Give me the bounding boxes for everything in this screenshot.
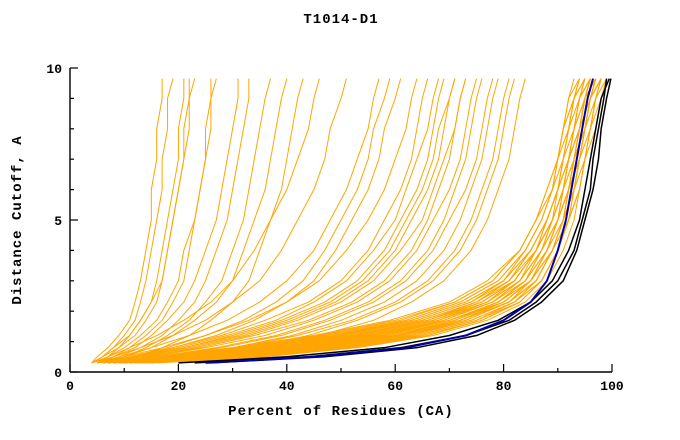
model-curve-orange — [102, 78, 217, 364]
model-curve-orange — [102, 78, 250, 364]
model-curve-orange — [113, 78, 304, 364]
highlight-curve-blue — [205, 78, 594, 364]
model-curve-orange — [140, 78, 602, 364]
x-tick-label: 20 — [171, 379, 187, 394]
model-curve-orange — [102, 78, 467, 364]
model-curve-orange — [91, 78, 196, 364]
model-curve-orange — [96, 78, 212, 364]
model-curve-orange — [91, 78, 320, 364]
model-curve-orange — [107, 78, 402, 364]
model-curve-orange — [107, 78, 477, 364]
model-curve-orange — [113, 78, 591, 364]
y-tick-label: 5 — [54, 214, 62, 229]
x-tick-label: 0 — [66, 379, 74, 394]
model-curve-orange — [129, 78, 597, 364]
model-curve-orange — [118, 78, 515, 364]
model-curve-orange — [118, 78, 510, 364]
x-tick-label: 60 — [387, 379, 403, 394]
model-curve-orange — [140, 78, 602, 364]
y-tick-label: 10 — [46, 62, 62, 77]
model-curve-orange — [151, 78, 608, 364]
model-curve-orange — [102, 78, 440, 364]
x-tick-label: 80 — [496, 379, 512, 394]
model-curve-orange — [107, 78, 272, 364]
model-curve-orange — [107, 78, 591, 364]
y-tick-label: 0 — [54, 366, 62, 381]
model-curve-orange — [102, 78, 288, 364]
x-tick-label: 40 — [279, 379, 295, 394]
model-curve-orange — [135, 78, 591, 364]
model-curve-orange — [102, 78, 456, 364]
model-curve-orange — [135, 78, 597, 364]
x-tick-label: 100 — [600, 379, 624, 394]
model-curve-orange — [118, 78, 597, 364]
model-curve-orange — [96, 78, 190, 364]
model-curve-orange — [129, 78, 597, 364]
model-curve-orange — [145, 78, 608, 364]
model-curve-orange — [129, 78, 602, 364]
model-curve-orange — [113, 78, 499, 364]
model-curve-orange — [91, 78, 163, 364]
y-axis-label: Distance Cutoff, A — [10, 135, 26, 305]
model-curve-orange — [107, 78, 467, 364]
model-curve-orange — [96, 78, 239, 364]
model-curve-orange — [156, 78, 608, 364]
model-curve-orange — [91, 78, 174, 364]
model-curve-orange — [135, 78, 602, 364]
model-curve-orange — [135, 78, 597, 364]
model-curve-orange — [124, 78, 526, 364]
model-curve-orange — [113, 78, 494, 364]
chart-title: T1014-D1 — [303, 12, 379, 28]
model-curve-orange — [124, 78, 597, 364]
model-curve-orange — [91, 78, 347, 364]
model-curve-orange — [140, 78, 602, 364]
highlight-curve-black — [210, 78, 612, 364]
highlight-curve-black — [178, 78, 610, 364]
model-curve-orange — [102, 78, 456, 364]
model-curve-orange — [102, 78, 391, 364]
model-curve-orange — [91, 78, 185, 364]
x-axis-label: Percent of Residues (CA) — [228, 404, 454, 420]
model-curve-orange — [96, 78, 418, 364]
model-curve-orange — [97, 78, 429, 364]
model-curve-orange — [96, 78, 380, 364]
model-curve-orange — [107, 78, 483, 364]
model-curve-orange — [102, 78, 580, 364]
